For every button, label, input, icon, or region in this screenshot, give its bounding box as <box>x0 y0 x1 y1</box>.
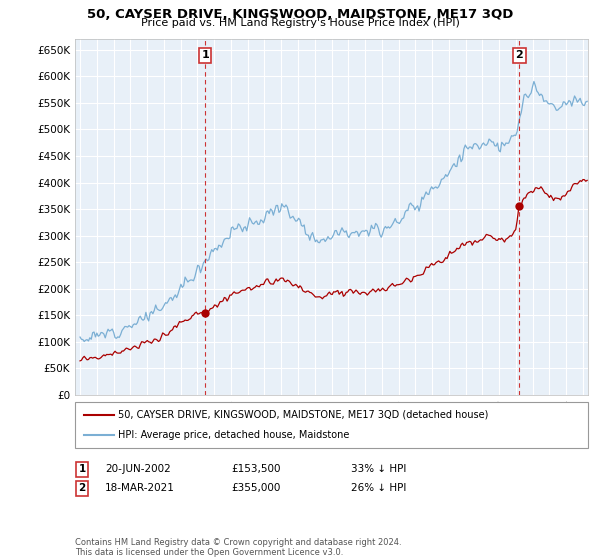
Text: £153,500: £153,500 <box>231 464 281 474</box>
Text: 50, CAYSER DRIVE, KINGSWOOD, MAIDSTONE, ME17 3QD (detached house): 50, CAYSER DRIVE, KINGSWOOD, MAIDSTONE, … <box>118 410 488 420</box>
Text: Contains HM Land Registry data © Crown copyright and database right 2024.
This d: Contains HM Land Registry data © Crown c… <box>75 538 401 557</box>
Text: Price paid vs. HM Land Registry's House Price Index (HPI): Price paid vs. HM Land Registry's House … <box>140 18 460 29</box>
Text: 1: 1 <box>201 50 209 60</box>
Text: 2: 2 <box>515 50 523 60</box>
Text: 18-MAR-2021: 18-MAR-2021 <box>105 483 175 493</box>
Text: HPI: Average price, detached house, Maidstone: HPI: Average price, detached house, Maid… <box>118 430 350 440</box>
Text: 26% ↓ HPI: 26% ↓ HPI <box>351 483 406 493</box>
Text: 1: 1 <box>79 464 86 474</box>
Text: £355,000: £355,000 <box>231 483 280 493</box>
Text: 33% ↓ HPI: 33% ↓ HPI <box>351 464 406 474</box>
Text: 20-JUN-2002: 20-JUN-2002 <box>105 464 171 474</box>
Text: 2: 2 <box>79 483 86 493</box>
Text: 50, CAYSER DRIVE, KINGSWOOD, MAIDSTONE, ME17 3QD: 50, CAYSER DRIVE, KINGSWOOD, MAIDSTONE, … <box>87 8 513 21</box>
